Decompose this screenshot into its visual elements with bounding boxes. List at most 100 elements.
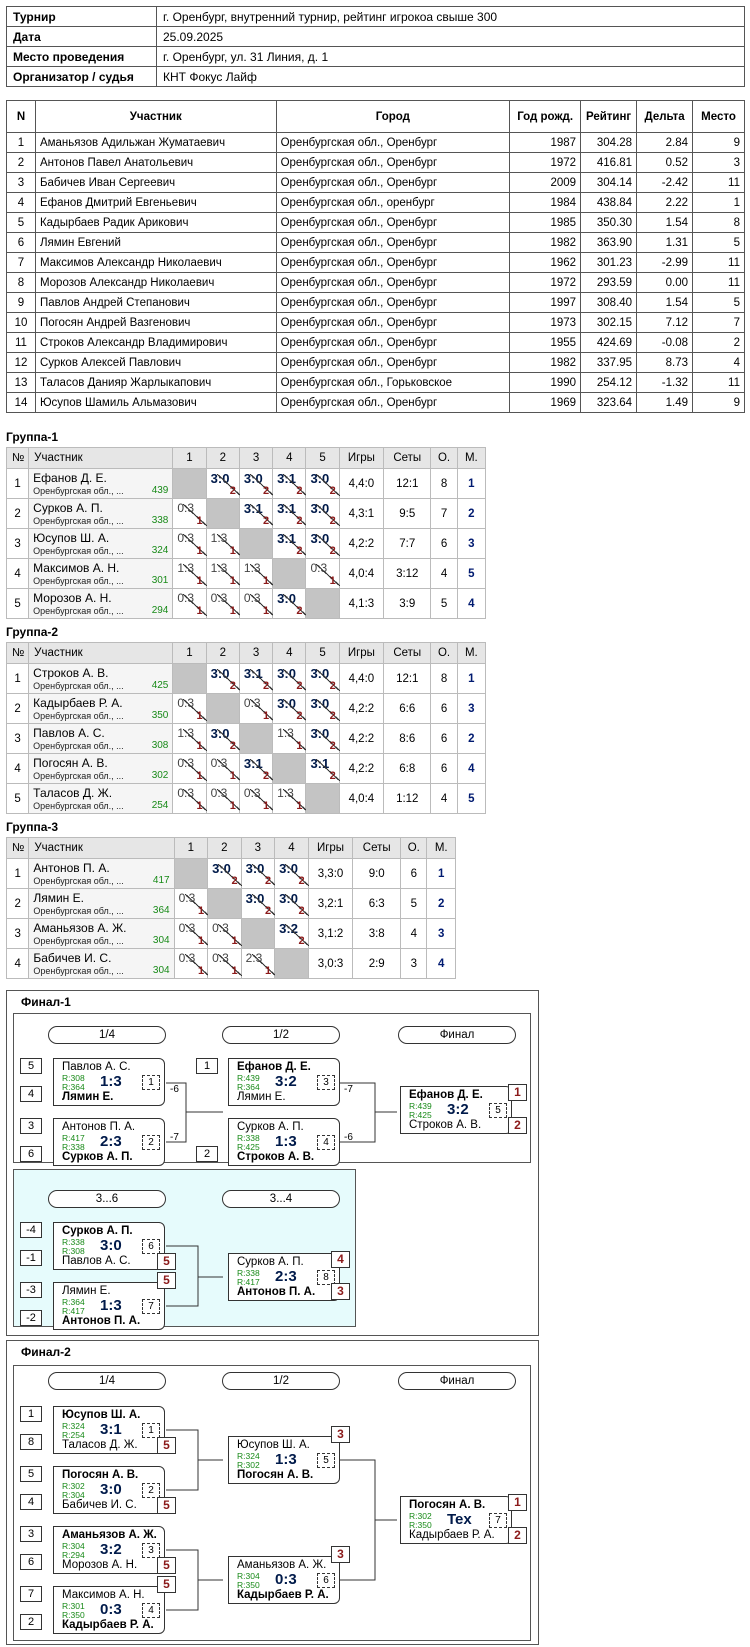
game-result-cell[interactable]: 3:02 xyxy=(305,528,341,559)
match-number: 2 xyxy=(142,1135,160,1150)
participant-row: 8 Морозов Александр Николаевич Оренбургска… xyxy=(6,272,745,293)
match-number: 8 xyxy=(317,1270,335,1285)
f1-match-4[interactable]: Сурков А. П. R:338 R:425 1:3 4 Строков А… xyxy=(228,1118,340,1166)
game-result-cell[interactable]: 3:02 xyxy=(305,693,341,724)
game-result-cell[interactable]: 3:12 xyxy=(238,663,274,694)
player-number: 1 xyxy=(5,468,30,499)
game-result-cell[interactable]: 1:31 xyxy=(205,528,241,559)
f1-match-2[interactable]: Антонов П. А. R:417 R:338 2:3 2 Сурков А… xyxy=(53,1118,165,1166)
f2-match-3[interactable]: Аманьязов А. Ж. R:304 R:294 3:2 3 Морозо… xyxy=(53,1526,165,1574)
game-result-cell[interactable]: 0:31 xyxy=(205,588,241,619)
player-name: Павлов А. С. xyxy=(33,726,105,740)
f1-match-3[interactable]: Ефанов Д. Е. R:439 R:364 3:2 3 Лямин Е. xyxy=(228,1058,340,1106)
game-result-cell[interactable]: 3:02 xyxy=(272,588,308,619)
f2-match-4[interactable]: Максимов А. Н. R:301 R:350 0:3 4 Кадырба… xyxy=(53,1586,165,1634)
f1-match-6[interactable]: Сурков А. П. R:338 R:308 3:0 6 Павлов А.… xyxy=(53,1222,165,1270)
tournament-info-table: Турнир г. Оренбург, внутренний турнир, ре… xyxy=(6,6,745,87)
game-points: 2 xyxy=(329,485,336,497)
game-result-cell[interactable]: 3:02 xyxy=(274,858,310,889)
player-bottom: Павлов А. С. xyxy=(62,1255,131,1267)
slash-divider xyxy=(216,594,241,616)
slash-divider xyxy=(316,759,341,781)
game-result-cell[interactable]: 0:31 xyxy=(238,783,274,814)
game-result-cell[interactable]: 0:31 xyxy=(205,783,241,814)
game-result-cell[interactable]: 3:02 xyxy=(274,888,310,919)
game-points: 2 xyxy=(263,680,270,692)
game-points: 1 xyxy=(196,515,203,527)
game-result-cell[interactable]: 3:02 xyxy=(240,888,276,919)
slash-divider xyxy=(218,924,243,946)
rating-bottom: R:350 xyxy=(237,1580,260,1590)
game-result-cell[interactable]: 1:31 xyxy=(205,558,241,589)
game-result-cell[interactable]: 3:12 xyxy=(238,753,274,784)
f1-match-8[interactable]: Сурков А. П. R:338 R:417 2:3 8 Антонов П… xyxy=(228,1253,340,1301)
player-bottom: Погосян А. В. xyxy=(237,1469,314,1481)
f1-match-5-final[interactable]: Ефанов Д. Е. R:439 R:425 3:2 5 Строков А… xyxy=(400,1086,512,1134)
f2-match-1[interactable]: Юсупов Ш. А. R:324 R:254 3:1 1 Таласов Д… xyxy=(53,1406,165,1454)
game-result-cell[interactable]: 1:31 xyxy=(272,783,308,814)
player-bottom: Лямин Е. xyxy=(62,1091,114,1103)
result-place: 2 xyxy=(508,1527,527,1544)
game-result-cell[interactable]: 3:12 xyxy=(238,498,274,529)
game-points: 2 xyxy=(298,905,305,917)
game-result-cell[interactable]: 3:02 xyxy=(272,663,308,694)
f1-header-quarter: 1/4 xyxy=(48,1026,166,1044)
player-name: Ефанов Д. Е. xyxy=(33,471,107,485)
game-result-cell[interactable]: 3:02 xyxy=(240,858,276,889)
game-result-cell[interactable]: 0:31 xyxy=(172,753,208,784)
game-points: 1 xyxy=(263,710,270,722)
game-result-cell[interactable]: 0:31 xyxy=(207,918,243,949)
f1-header-final: Финал xyxy=(398,1026,516,1044)
game-result-cell[interactable]: 3:22 xyxy=(274,918,310,949)
game-result-cell[interactable]: 0:31 xyxy=(207,948,243,979)
slash-divider xyxy=(285,864,310,886)
game-result-cell[interactable]: 3:02 xyxy=(305,723,341,754)
game-points: 2 xyxy=(229,485,236,497)
participant-cell: Погосян Андрей Вазгенович xyxy=(34,312,277,333)
game-result-cell[interactable]: 3:02 xyxy=(305,468,341,499)
player-bottom: Сурков А. П. xyxy=(62,1151,133,1163)
f2-match-5[interactable]: Юсупов Ш. А. R:324 R:302 1:3 5 Погосян А… xyxy=(228,1436,340,1484)
game-result-cell[interactable]: 0:31 xyxy=(238,588,274,619)
f1-header-3-6: 3...6 xyxy=(48,1190,166,1208)
rating-bottom: R:425 xyxy=(409,1110,432,1120)
game-result-cell[interactable]: 3:12 xyxy=(272,498,308,529)
f2-match-6[interactable]: Аманьязов А. Ж. R:304 R:350 0:3 6 Кадырб… xyxy=(228,1556,340,1604)
participant-cell: 1987 xyxy=(509,132,582,153)
f1-match-1[interactable]: Павлов А. С. R:308 R:364 1:3 1 Лямин Е. xyxy=(53,1058,165,1106)
game-result-cell[interactable]: 3:02 xyxy=(305,498,341,529)
game-result-cell[interactable]: 3:02 xyxy=(205,468,241,499)
game-result-cell[interactable]: 1:31 xyxy=(172,723,208,754)
player-name: Сурков А. П. xyxy=(33,501,103,515)
game-result-cell[interactable]: 0:31 xyxy=(205,753,241,784)
self-cell xyxy=(240,918,276,949)
game-result-cell[interactable]: 3:02 xyxy=(205,663,241,694)
game-result-cell[interactable]: 0:31 xyxy=(172,588,208,619)
game-result-cell[interactable]: 0:31 xyxy=(173,948,209,979)
game-result-cell[interactable]: 0:31 xyxy=(172,498,208,529)
game-result-cell[interactable]: 0:31 xyxy=(172,693,208,724)
rating-bottom: R:350 xyxy=(62,1610,85,1620)
game-result-cell[interactable]: 3:02 xyxy=(207,858,243,889)
game-result-cell[interactable]: 0:31 xyxy=(173,918,209,949)
game-result-cell[interactable]: 3:02 xyxy=(272,693,308,724)
slash-divider xyxy=(183,699,208,721)
slash-divider xyxy=(285,924,310,946)
game-result-cell[interactable]: 1:31 xyxy=(238,558,274,589)
game-result-cell[interactable]: 3:12 xyxy=(272,528,308,559)
game-result-cell[interactable]: 3:12 xyxy=(272,468,308,499)
rating-bottom: R:425 xyxy=(237,1142,260,1152)
player-bottom: Антонов П. А. xyxy=(237,1286,316,1298)
f1-match-7[interactable]: Лямин Е. R:364 R:417 1:3 7 Антонов П. А. xyxy=(53,1282,165,1330)
f2-match-2[interactable]: Погосян А. В. R:302 R:304 3:0 2 Бабичев … xyxy=(53,1466,165,1514)
game-result-cell[interactable]: 1:31 xyxy=(272,723,308,754)
game-result-cell[interactable]: 0:31 xyxy=(173,888,209,919)
f2-match-7-final[interactable]: Погосян А. В. R:302 R:350 Tex 7 Кадырбае… xyxy=(400,1496,512,1544)
game-result-cell[interactable]: 0:31 xyxy=(172,528,208,559)
game-points: 1 xyxy=(229,800,236,812)
rating-top: R:338 xyxy=(237,1133,260,1143)
game-result-cell[interactable]: 3:12 xyxy=(305,753,341,784)
group-col-name: Участник xyxy=(28,837,175,859)
